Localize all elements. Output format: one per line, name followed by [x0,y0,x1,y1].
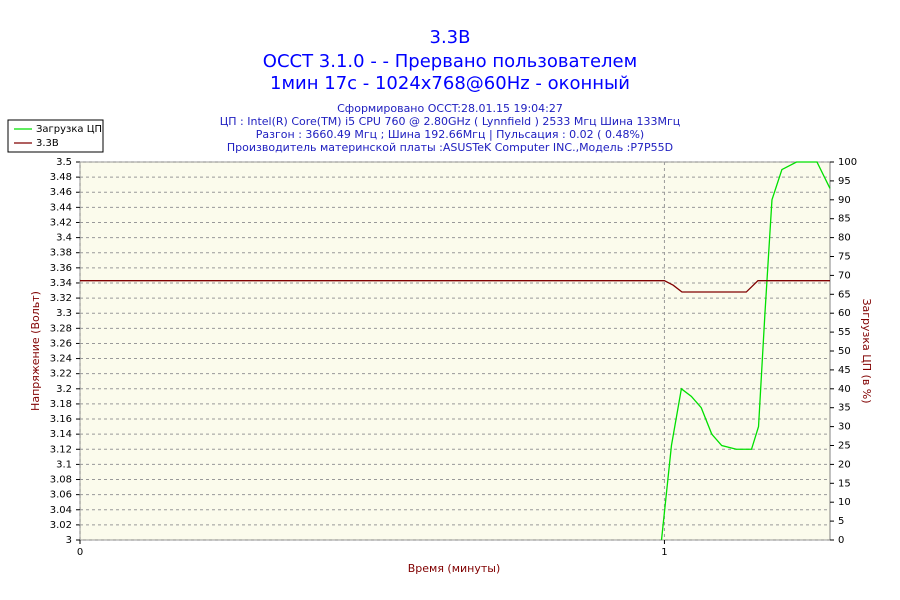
y2-tick-label: 25 [838,441,851,452]
y-tick-label: 3 [66,535,72,546]
y2-tick-label: 35 [838,403,851,414]
y-tick-label: 3.08 [50,475,72,486]
y-tick-label: 3.2 [56,384,72,395]
y-tick-label: 3.32 [50,293,72,304]
y2-tick-label: 75 [838,252,851,263]
y2-tick-label: 30 [838,422,851,433]
y-tick-label: 3.14 [50,429,72,440]
y-tick-label: 3.06 [50,490,72,501]
y2-tick-label: 15 [838,478,851,489]
info-line: Производитель материнской платы :ASUSTeK… [227,141,673,154]
y2-tick-label: 95 [838,176,851,187]
y2-tick-label: 55 [838,327,851,338]
y-tick-label: 3.34 [50,278,72,289]
y-tick-label: 3.44 [50,202,72,213]
y-tick-label: 3.5 [56,157,72,168]
x-axis-label: Время (минуты) [408,562,501,575]
series-line [80,280,830,293]
y-tick-label: 3.4 [56,233,72,244]
y-tick-label: 3.46 [50,187,72,198]
y-tick-label: 3.3 [56,308,72,319]
y-tick-label: 3.04 [50,505,72,516]
y2-tick-label: 45 [838,365,851,376]
y-tick-label: 3.28 [50,323,72,334]
chart-title: 3.3В [430,27,471,48]
y-tick-label: 3.48 [50,172,72,183]
y2-tick-label: 85 [838,214,851,225]
y2-tick-label: 90 [838,195,851,206]
y-tick-label: 3.1 [56,459,72,470]
y-tick-label: 3.02 [50,520,72,531]
y-tick-label: 3.24 [50,354,72,365]
legend [7,119,104,153]
y2-tick-label: 20 [838,459,851,470]
y-tick-label: 3.16 [50,414,72,425]
y2-tick-label: 50 [838,346,851,357]
y-tick-label: 3.36 [50,263,72,274]
y-tick-label: 3.26 [50,338,72,349]
chart-subtitle: 1мин 17с - 1024x768@60Hz - оконный [270,73,630,94]
y2-tick-label: 70 [838,270,851,281]
y-tick-label: 3.22 [50,369,72,380]
y-tick-label: 3.12 [50,444,72,455]
y2-tick-label: 65 [838,289,851,300]
info-line: Сформировано OCCT:28.01.15 19:04:27 [337,102,563,115]
x-tick-label: 0 [77,547,83,558]
y2-tick-label: 60 [838,308,851,319]
y2-tick-label: 40 [838,384,851,395]
y-tick-label: 3.18 [50,399,72,410]
chart-subtitle: OCCT 3.1.0 - - Прервано пользователем [263,51,637,72]
y2-axis-label: Загрузка ЦП (в %) [860,298,873,403]
y-tick-label: 3.42 [50,217,72,228]
info-line: Разгон : 3660.49 Мгц ; Шина 192.66Мгц | … [256,128,644,141]
x-tick-label: 1 [661,547,667,558]
y2-tick-label: 10 [838,497,851,508]
y2-tick-label: 0 [838,535,844,546]
legend-label: 3.3В [36,138,59,149]
y2-tick-label: 5 [838,516,844,527]
y2-tick-label: 80 [838,233,851,244]
y-tick-label: 3.38 [50,248,72,259]
y-axis-label: Напряжение (Вольт) [29,291,42,411]
plot-area [79,161,831,541]
legend-label: Загрузка ЦП [36,124,102,135]
y2-tick-label: 100 [838,157,857,168]
info-line: ЦП : Intel(R) Core(TM) i5 CPU 760 @ 2.80… [220,115,681,128]
series-line [660,161,831,541]
